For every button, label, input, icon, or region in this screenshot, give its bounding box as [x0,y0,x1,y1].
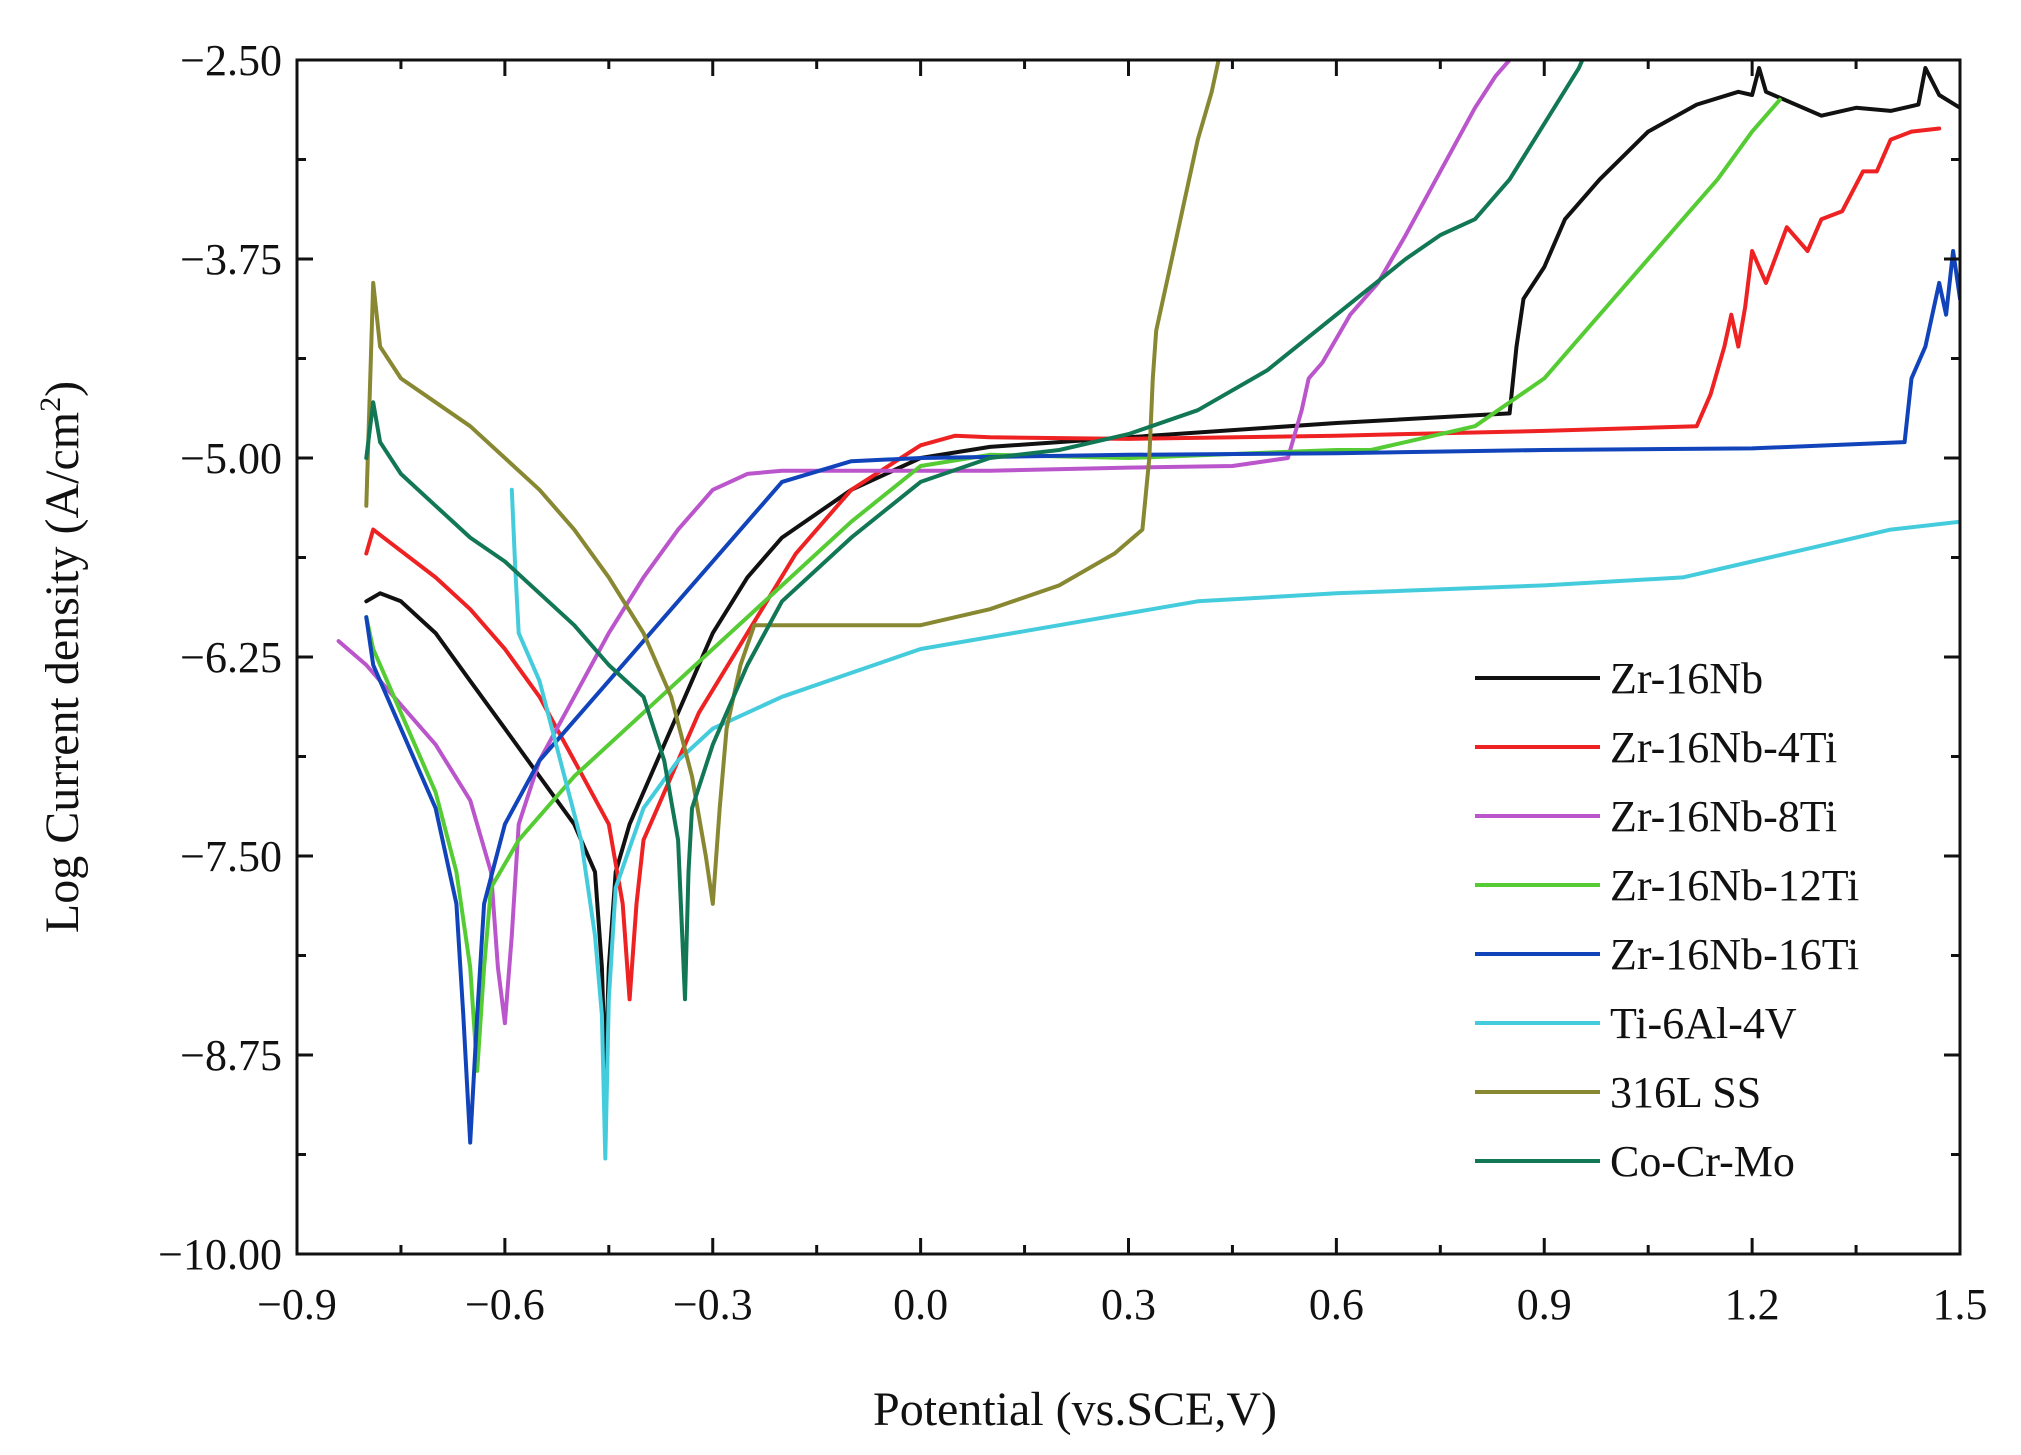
series-line-zr-16nb-16ti [364,249,1960,1145]
x-tick-label: 1.5 [1933,1280,1988,1329]
legend-label-zr-16nb-4ti: Zr-16Nb-4Ti [1610,723,1837,772]
y-axis-title-main: Log Current density (A/cm [36,412,89,933]
series-layer [336,60,1960,1161]
y-axis-title-sup: 2 [34,397,67,412]
x-tick-label: −0.3 [673,1280,753,1329]
series-line-zr-16nb-8ti [336,60,1513,1026]
y-tick-label: −2.50 [180,36,282,85]
series-line-zr-16nb-4ti [364,126,1942,1002]
legend-label-zr-16nb-12ti: Zr-16Nb-12Ti [1610,861,1859,910]
x-tick-label: 0.6 [1309,1280,1364,1329]
legend-label-ti-6al-4v: Ti-6Al-4V [1610,999,1797,1048]
series-line-co-cr-mo [364,60,1585,1002]
x-tick-label: −0.6 [465,1280,545,1329]
legend-label-zr-16nb-16ti: Zr-16Nb-16Ti [1610,930,1859,979]
x-tick-label: −0.9 [257,1280,337,1329]
legend-label-316l-ss: 316L SS [1610,1068,1761,1117]
x-tick-label: 1.2 [1725,1280,1780,1329]
legend: Zr-16Nb Zr-16Nb-4Ti Zr-16Nb-8Ti Zr-16Nb-12T… [1475,654,1859,1186]
x-tick-label: 0.0 [893,1280,948,1329]
y-tick-label: −10.00 [158,1230,282,1279]
y-axis-title: Log Current density (A/cm2) [34,381,89,933]
x-tick-label: 0.9 [1517,1280,1572,1329]
legend-label-zr-16nb: Zr-16Nb [1610,654,1763,703]
y-tick-label: −3.75 [180,235,282,284]
y-axis-title-end: ) [36,381,89,397]
y-tick-label: −6.25 [180,633,282,682]
series-line-zr-16nb-12ti [364,97,1782,1073]
legend-label-co-cr-mo: Co-Cr-Mo [1610,1137,1795,1186]
x-axis-title: Potential (vs.SCE,V) [873,1383,1277,1436]
ticks-layer: −0.9 −0.6 −0.3 0.0 0.3 0.6 0.9 1.2 1.5 −2.50 −3.75… [158,36,1987,1329]
series-line-zr-16nb [364,66,1960,1081]
series-line-316l-ss [364,60,1221,906]
y-tick-label: −8.75 [180,1031,282,1080]
y-tick-label: −7.50 [180,832,282,881]
x-tick-label: 0.3 [1101,1280,1156,1329]
y-tick-label: −5.00 [180,434,282,483]
legend-label-zr-16nb-8ti: Zr-16Nb-8Ti [1610,792,1837,841]
series-line-ti-6al-4v [509,487,1960,1161]
